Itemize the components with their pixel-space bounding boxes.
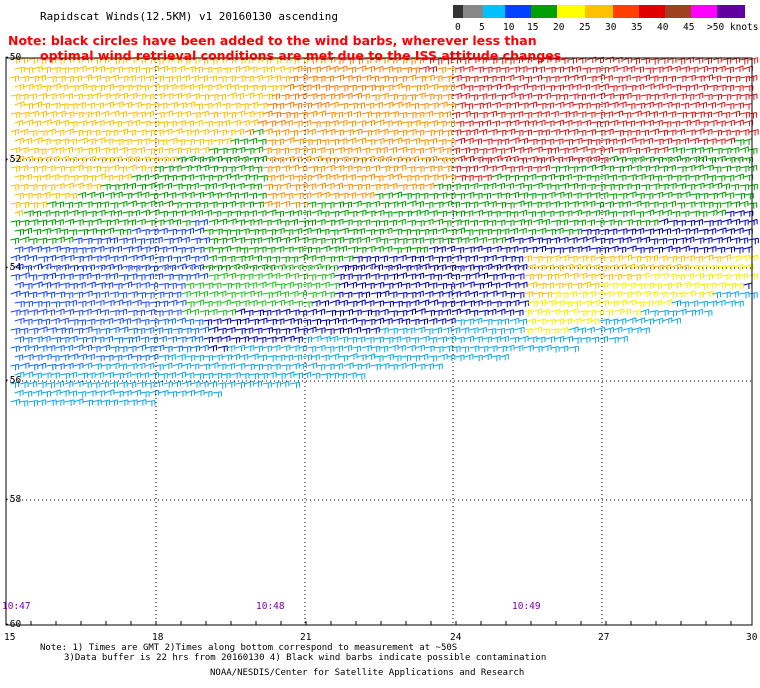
lon-label: 15	[4, 632, 16, 643]
wind-barbs-layer	[10, 56, 759, 407]
scale-label: 5	[479, 22, 485, 33]
lat-label: -54	[4, 262, 22, 273]
scale-label: 10	[503, 22, 515, 33]
scale-swatch-2	[483, 5, 505, 18]
scale-label: 30	[605, 22, 617, 33]
lon-label: 24	[450, 632, 462, 643]
scale-label: 25	[579, 22, 591, 33]
lat-label: -56	[4, 375, 22, 386]
scale-swatch-4	[531, 5, 557, 18]
note-line-2: optimal wind retrieval conditions are me…	[40, 48, 566, 63]
scale-label: 35	[631, 22, 643, 33]
scale-swatch-5	[557, 5, 585, 18]
scale-label: >50 knots	[707, 22, 759, 33]
scale-swatch-3	[505, 5, 531, 18]
lat-label: -58	[4, 494, 22, 505]
scale-swatch-11	[717, 5, 745, 18]
scale-label: 45	[683, 22, 695, 33]
footer-note-1: Note: 1) Times are GMT 2)Times along bot…	[40, 643, 458, 653]
lon-label: 30	[746, 632, 758, 643]
scale-swatch-9	[665, 5, 691, 18]
lat-lon-grid	[6, 58, 752, 625]
scale-label: 40	[657, 22, 669, 33]
time-label: 10:49	[512, 601, 541, 612]
lat-label: -50	[4, 52, 22, 63]
scale-label: 20	[553, 22, 565, 33]
footer-note-2: 3)Data buffer is 22 hrs from 20160130 4)…	[64, 653, 547, 663]
scale-swatch-6	[585, 5, 613, 18]
scale-swatch-0	[453, 5, 463, 18]
map-title: Rapidscat Winds(12.5KM) v1 20160130 asce…	[40, 10, 339, 23]
scale-swatch-7	[613, 5, 639, 18]
lon-label: 18	[152, 632, 164, 643]
lat-label: -60	[4, 619, 22, 630]
lon-label: 27	[598, 632, 610, 643]
lon-label: 21	[300, 632, 312, 643]
scale-label: 0	[455, 22, 461, 33]
map-frame	[5, 57, 753, 626]
note-line-1: Note: black circles have been added to t…	[8, 33, 537, 48]
time-label: 10:48	[256, 601, 285, 612]
scale-label: 15	[527, 22, 539, 33]
lat-label: -52	[4, 154, 22, 165]
scale-swatch-10	[691, 5, 717, 18]
scale-swatch-1	[463, 5, 483, 18]
scale-swatch-8	[639, 5, 665, 18]
time-label: 10:47	[2, 601, 31, 612]
footer-credit: NOAA/NESDIS/Center for Satellite Applica…	[210, 668, 525, 678]
